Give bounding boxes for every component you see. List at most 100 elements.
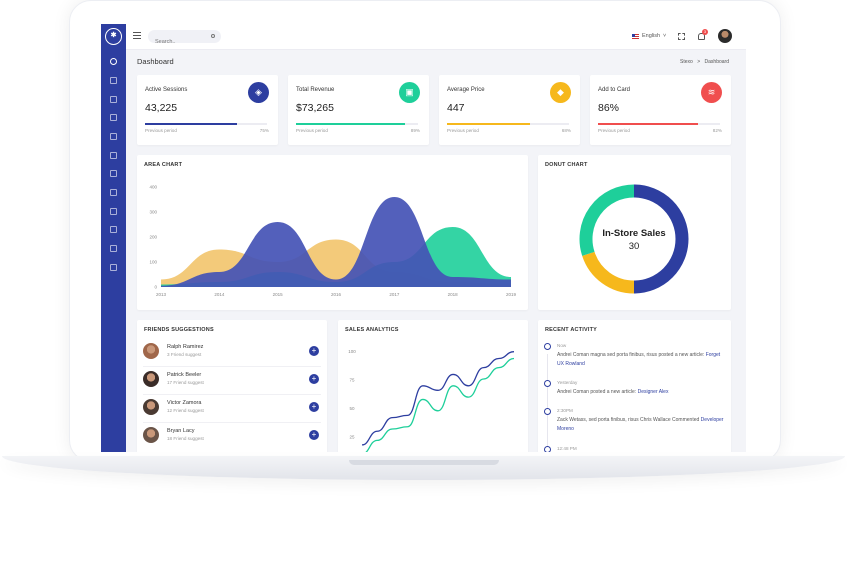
x-tick-label: 2015 — [273, 292, 284, 297]
donut-slice-1 — [633, 184, 689, 294]
friend-name[interactable]: Bryan Lacy — [167, 428, 195, 434]
donut-slice-3 — [579, 184, 635, 256]
friend-avatar[interactable] — [143, 427, 159, 443]
activity-text: Zack Wetass, sed porta finibus, risus Ch… — [557, 417, 700, 423]
app-screen: ✱ English ˅ 3 Dashboard Stexo > Das — [101, 24, 746, 452]
sidebar-fire-icon[interactable] — [110, 226, 117, 233]
area-series-3 — [161, 197, 511, 287]
x-tick-label: 2017 — [389, 292, 400, 297]
sidebar: ✱ — [101, 24, 126, 452]
add-friend-button[interactable]: + — [309, 346, 319, 356]
activity-link[interactable]: Developer Moreno — [557, 417, 724, 432]
activity-item: Now Andrei Coman magna sed porta finibus… — [544, 343, 725, 369]
progress-fill — [598, 123, 699, 125]
sales-line-1 — [361, 351, 515, 446]
add-friend-button[interactable]: + — [309, 430, 319, 440]
language-label: English — [642, 33, 661, 39]
donut-center-value: 30 — [629, 241, 640, 252]
divider — [143, 394, 321, 395]
y-tick-label: 25 — [349, 434, 355, 439]
friend-sub: 18 Friend suggest — [167, 436, 204, 441]
sidebar-calendar-icon[interactable] — [110, 96, 117, 103]
us-flag-icon — [632, 33, 639, 39]
progress-track — [447, 123, 569, 125]
sales-line-2 — [365, 357, 515, 452]
activity-time: Yesterday — [557, 380, 578, 385]
friend-name[interactable]: Ralph Ramirez — [167, 344, 204, 350]
x-tick-label: 2016 — [331, 292, 342, 297]
friend-name[interactable]: Patrick Beeler — [167, 372, 202, 378]
user-avatar[interactable] — [718, 29, 732, 43]
logo-icon[interactable]: ✱ — [105, 28, 122, 45]
activity-link[interactable]: Designer Alex — [637, 389, 669, 395]
cube-icon: ◈ — [248, 82, 269, 103]
add-friend-button[interactable]: + — [309, 402, 319, 412]
x-tick-label: 2014 — [214, 292, 225, 297]
friend-avatar[interactable] — [143, 343, 159, 359]
sidebar-map-icon[interactable] — [110, 245, 117, 252]
x-tick-label: 2013 — [156, 292, 167, 297]
sales-analytics-card: SALES ANALYTICS 25 50 75 100 — [338, 320, 528, 452]
stat-percent: 68% — [561, 128, 571, 133]
progress-fill — [296, 123, 405, 125]
sidebar-files-icon[interactable] — [110, 133, 117, 140]
stat-label: Total Revenue — [296, 87, 335, 93]
timeline-line — [547, 354, 548, 452]
fullscreen-icon[interactable] — [678, 33, 685, 40]
friend-avatar[interactable] — [143, 371, 159, 387]
search-input[interactable] — [148, 35, 208, 49]
sidebar-dashboard-icon[interactable] — [110, 58, 117, 65]
language-selector[interactable]: English ˅ — [632, 33, 666, 39]
tag-icon: ◆ — [550, 82, 571, 103]
friend-name[interactable]: Victor Zamora — [167, 400, 202, 406]
donut-slice-2 — [582, 251, 635, 294]
stat-card-price: Average Price 447 ◆ Previous period 68% — [439, 75, 580, 145]
donut-chart: In-Store Sales 30 — [579, 184, 689, 294]
sidebar-diamond-icon[interactable] — [110, 152, 117, 159]
sales-line-chart: 25 50 75 100 — [348, 349, 515, 452]
notification-badge: 3 — [702, 29, 708, 35]
briefcase-icon: ▣ — [399, 82, 420, 103]
stat-value: 86% — [598, 102, 620, 114]
area-chart-card: AREA CHART 0 100 200 300 400 2013 2014 2015 2016… — [137, 155, 528, 310]
stat-value: $73,265 — [296, 102, 334, 114]
laptop-notch — [349, 460, 499, 465]
timeline-dot — [544, 446, 551, 452]
area-chart-title: AREA CHART — [144, 162, 183, 168]
search-icon[interactable] — [211, 34, 215, 38]
friend-item: Ralph Ramirez 3 Friend suggest + — [143, 342, 321, 368]
bell-icon[interactable] — [698, 33, 705, 40]
sidebar-document-icon[interactable] — [110, 114, 117, 121]
timeline-dot — [544, 380, 551, 387]
breadcrumb-separator: > — [697, 59, 701, 65]
activity-time: Now — [557, 343, 567, 348]
add-friend-button[interactable]: + — [309, 374, 319, 384]
y-tick-label: 100 — [348, 349, 356, 354]
stat-card-sessions: Active Sessions 43,225 ◈ Previous period… — [137, 75, 278, 145]
sidebar-share-icon[interactable] — [110, 264, 117, 271]
sidebar-chart-icon[interactable] — [110, 189, 117, 196]
friend-sub: 3 Friend suggest — [167, 352, 202, 357]
progress-track — [296, 123, 418, 125]
activity-link[interactable]: Forget UX Rowland — [557, 352, 721, 367]
friends-card: FRIENDS SUGGESTIONS Ralph Ramirez 3 Frie… — [137, 320, 327, 452]
divider — [143, 366, 321, 367]
friend-sub: 12 Friend suggest — [167, 408, 204, 413]
stat-percent: 75% — [259, 128, 269, 133]
friend-item: Victor Zamora 12 Friend suggest + — [143, 398, 321, 424]
activity-item: Yesterday Andrei Coman posted a new arti… — [544, 380, 725, 397]
friend-avatar[interactable] — [143, 399, 159, 415]
menu-icon[interactable] — [133, 32, 141, 39]
sidebar-mail-icon[interactable] — [110, 77, 117, 84]
progress-fill — [145, 123, 237, 125]
y-tick-label: 75 — [349, 378, 355, 383]
stat-label: Average Price — [447, 87, 485, 93]
page-title: Dashboard — [137, 57, 174, 66]
sidebar-table-icon[interactable] — [110, 208, 117, 215]
sidebar-clipboard-icon[interactable] — [110, 170, 117, 177]
breadcrumb-root[interactable]: Stexo — [680, 59, 693, 65]
progress-track — [145, 123, 267, 125]
y-tick-label: 100 — [149, 260, 157, 265]
stat-label: Add to Card — [598, 87, 631, 93]
activity-text: Andrei Coman magna sed porta finibus, ri… — [557, 352, 705, 358]
